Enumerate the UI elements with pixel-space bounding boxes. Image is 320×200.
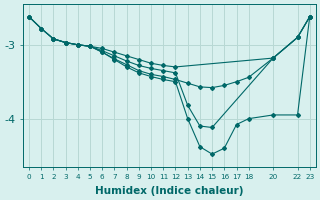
X-axis label: Humidex (Indice chaleur): Humidex (Indice chaleur) — [95, 186, 244, 196]
